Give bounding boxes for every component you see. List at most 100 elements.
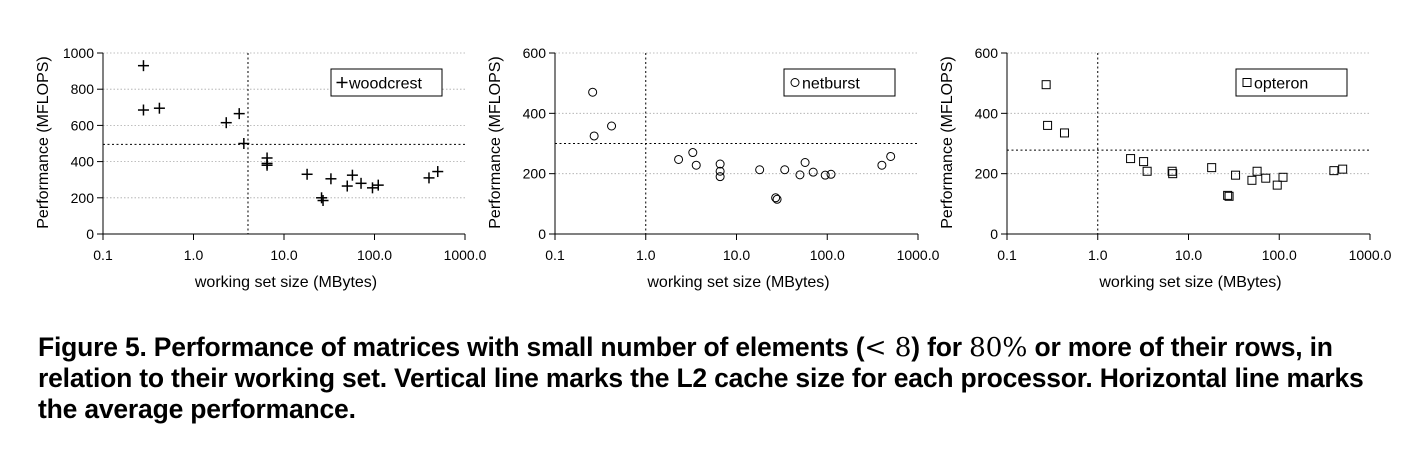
data-point xyxy=(372,179,384,191)
caption-math-lt: < 8 xyxy=(864,332,912,363)
legend-marker xyxy=(790,78,800,87)
x-tick-label: 100.0 xyxy=(810,247,845,263)
legend-marker xyxy=(1242,78,1252,87)
data-point xyxy=(780,165,790,175)
x-axis-title: working set size (MBytes) xyxy=(194,274,377,291)
data-point xyxy=(238,138,250,149)
y-tick-label: 200 xyxy=(523,166,547,182)
data-point xyxy=(771,193,781,203)
y-tick-label: 600 xyxy=(71,117,95,133)
x-axis-title: working set size (MBytes) xyxy=(646,274,829,291)
data-point xyxy=(795,170,805,180)
data-point xyxy=(366,182,378,194)
x-tick-label: 1000.0 xyxy=(897,247,940,263)
data-point xyxy=(325,173,337,185)
data-point xyxy=(607,121,617,131)
y-axis-title: Performance (MFLOPS) xyxy=(487,56,504,228)
data-point xyxy=(341,180,353,192)
x-tick-label: 10.0 xyxy=(723,247,750,263)
data-point xyxy=(826,169,836,179)
y-tick-label: 200 xyxy=(71,190,95,206)
data-point xyxy=(1168,169,1178,179)
x-tick-label: 1.0 xyxy=(184,247,204,263)
y-tick-label: 400 xyxy=(71,154,95,170)
data-point xyxy=(1247,175,1257,185)
data-point xyxy=(1126,154,1136,164)
data-point xyxy=(715,166,725,176)
data-point xyxy=(153,102,165,114)
data-point xyxy=(674,154,684,164)
data-point xyxy=(820,170,830,180)
legend-label: netburst xyxy=(802,76,860,93)
x-tick-label: 10.0 xyxy=(1175,247,1202,263)
x-axis-title: working set size (MBytes) xyxy=(1098,274,1281,291)
data-point xyxy=(432,166,444,178)
data-point xyxy=(317,195,329,207)
y-axis-title: Performance (MFLOPS) xyxy=(939,56,956,228)
caption-math-percent: 80% xyxy=(968,332,1028,363)
x-tick-label: 1000.0 xyxy=(1349,247,1392,263)
legend-label: woodcrest xyxy=(348,76,422,93)
legend-box xyxy=(330,68,443,97)
data-point xyxy=(691,160,701,170)
data-point xyxy=(137,60,149,72)
x-tick-label: 100.0 xyxy=(1262,247,1297,263)
data-point xyxy=(800,158,810,168)
data-point xyxy=(1338,164,1348,174)
data-point xyxy=(772,194,782,204)
data-point xyxy=(1043,120,1053,130)
legend-box xyxy=(783,68,896,97)
y-tick-label: 600 xyxy=(975,45,999,61)
x-tick-label: 0.1 xyxy=(545,247,565,263)
caption-prefix: Figure 5. Performance of matrices with s… xyxy=(38,332,865,362)
y-tick-label: 0 xyxy=(86,226,94,242)
caption-middle: ) for xyxy=(911,332,969,362)
data-point xyxy=(301,168,313,180)
y-tick-label: 1000 xyxy=(63,45,94,61)
legend-box xyxy=(1235,68,1348,97)
data-point xyxy=(316,192,328,204)
legend-label: opteron xyxy=(1254,76,1308,93)
x-tick-label: 0.1 xyxy=(93,247,113,263)
y-tick-label: 400 xyxy=(975,105,999,121)
y-tick-label: 0 xyxy=(990,226,998,242)
y-tick-label: 400 xyxy=(523,105,547,121)
data-point xyxy=(220,117,232,129)
chart-panel-2: 0 200 400 600 0.1 1.0 10.0 100.0 1000.0 working s… xyxy=(487,45,940,291)
x-tick-label: 1.0 xyxy=(636,247,656,263)
data-point xyxy=(1278,172,1288,182)
data-point xyxy=(877,160,887,170)
data-point xyxy=(1272,180,1282,190)
legend-marker xyxy=(336,77,348,88)
data-point xyxy=(886,151,896,161)
y-axis-title: Performance (MFLOPS) xyxy=(35,56,52,228)
data-point xyxy=(355,177,367,189)
data-point xyxy=(1261,173,1271,183)
data-point xyxy=(588,87,598,97)
y-tick-label: 600 xyxy=(523,45,547,61)
caption-suffix: or more of their rows, in relation to th… xyxy=(38,332,1364,424)
data-point xyxy=(137,104,149,116)
chart-panel-3: 0 200 400 600 0.1 1.0 10.0 100.0 1000.0 working s… xyxy=(939,45,1392,291)
chart-panel-1: 0 200 400 600 800 1000 0.1 1.0 10.0 100.0 1000.0 wo… xyxy=(35,45,487,291)
data-point xyxy=(1041,80,1051,90)
data-point xyxy=(1224,191,1234,201)
data-point xyxy=(346,169,358,181)
data-point xyxy=(1252,166,1262,176)
data-point xyxy=(261,159,273,171)
data-point xyxy=(1223,190,1233,200)
y-tick-label: 0 xyxy=(538,226,546,242)
x-tick-label: 1.0 xyxy=(1088,247,1108,263)
y-tick-label: 800 xyxy=(71,81,95,97)
data-point xyxy=(715,159,725,169)
figure-caption: Figure 5. Performance of matrices with s… xyxy=(38,332,1398,425)
data-point xyxy=(688,148,698,158)
x-tick-label: 1000.0 xyxy=(444,247,487,263)
x-tick-label: 0.1 xyxy=(997,247,1017,263)
x-tick-label: 100.0 xyxy=(357,247,392,263)
y-tick-label: 200 xyxy=(975,166,999,182)
chart-panels: 0 200 400 600 800 1000 0.1 1.0 10.0 100.0 1000.0 wo… xyxy=(35,45,1392,291)
data-point xyxy=(1139,157,1149,167)
data-point xyxy=(1231,170,1241,180)
data-point xyxy=(1167,166,1177,176)
